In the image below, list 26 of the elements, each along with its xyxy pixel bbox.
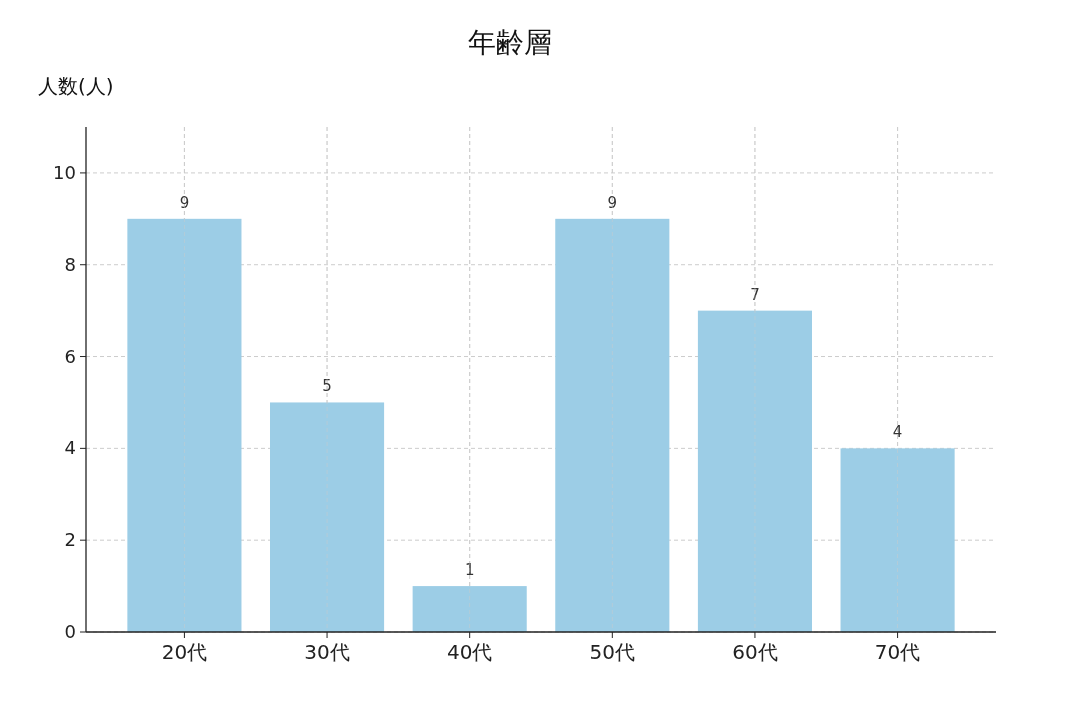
bar	[840, 448, 955, 632]
y-tick-label: 10	[53, 161, 76, 183]
x-tick-label: 40代	[446, 640, 493, 664]
y-tick-label: 0	[64, 621, 76, 642]
x-tick-label: 70代	[874, 640, 921, 664]
chart-title: 年齢層	[468, 26, 552, 59]
y-tick-label: 6	[64, 345, 76, 367]
x-tick-label: 50代	[589, 640, 636, 664]
data-label: 7	[750, 285, 760, 304]
y-tick-label: 2	[64, 529, 76, 551]
x-tick-label: 60代	[732, 640, 778, 664]
y-axis-title: 人数(人)	[38, 74, 114, 98]
bar	[697, 310, 812, 632]
data-label: 9	[607, 193, 618, 212]
data-label: 4	[892, 423, 903, 442]
data-label: 5	[322, 377, 332, 396]
y-tick-label: 8	[64, 253, 76, 275]
data-label: 1	[464, 561, 475, 580]
y-tick-label: 4	[64, 437, 76, 459]
bar	[270, 402, 385, 632]
bar	[555, 218, 670, 632]
bar	[127, 218, 242, 632]
bar	[412, 586, 527, 632]
x-tick-label: 20代	[161, 640, 208, 664]
data-label: 9	[179, 193, 190, 212]
x-tick-label: 30代	[304, 640, 350, 664]
